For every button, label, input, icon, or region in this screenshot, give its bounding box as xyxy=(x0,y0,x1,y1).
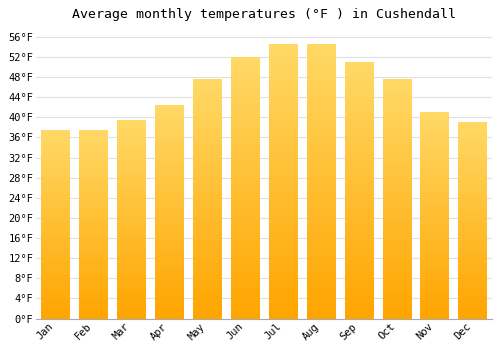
Title: Average monthly temperatures (°F ) in Cushendall: Average monthly temperatures (°F ) in Cu… xyxy=(72,8,456,21)
